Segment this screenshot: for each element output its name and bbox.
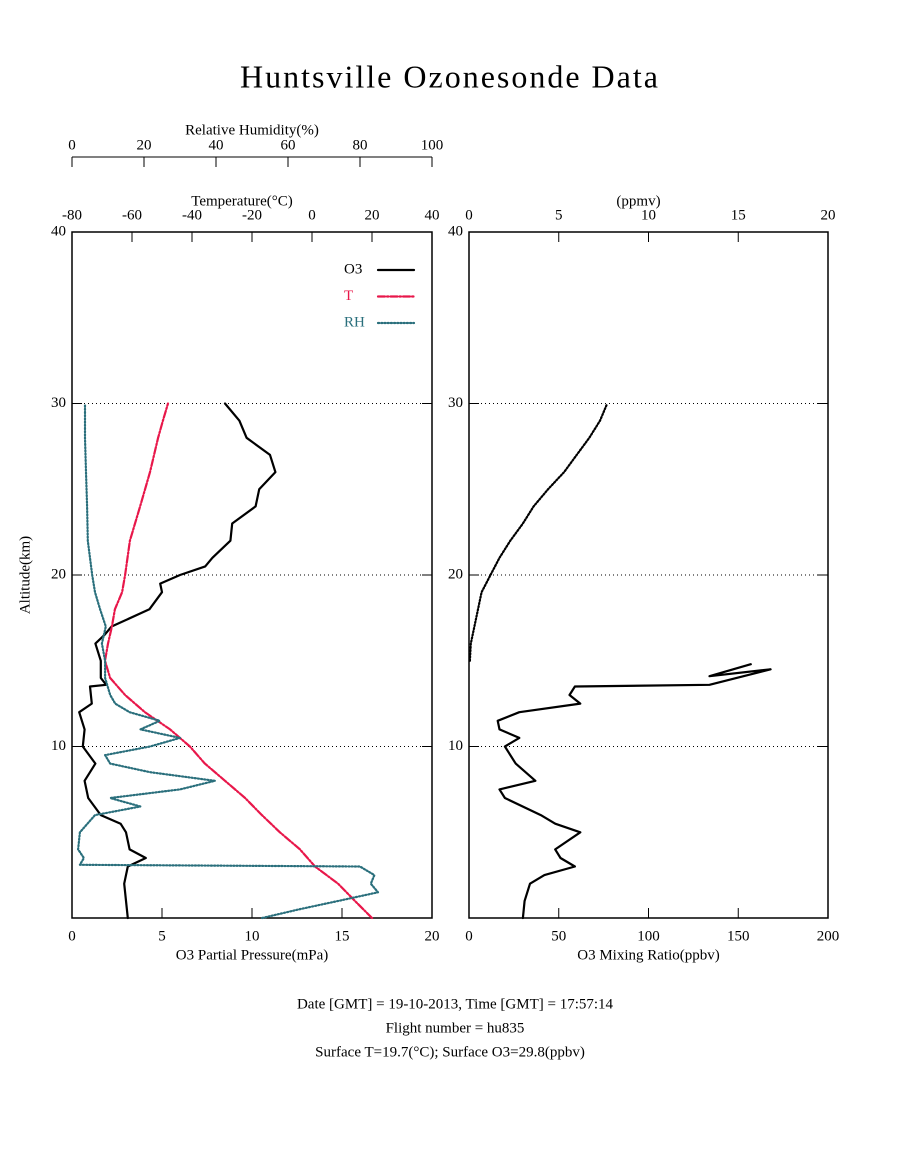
x2-tick-label: 20 [365,207,380,223]
y-tick-label: 40 [51,223,66,239]
x2-tick-label: -20 [242,207,262,223]
y-tick-label: 10 [51,738,66,754]
y-tick-label: 40 [448,223,463,239]
x3-tick-label: 20 [137,137,152,153]
series-line [77,402,380,920]
legend-label: RH [344,314,365,330]
x2-tick-label: 40 [425,207,440,223]
x3-tick-label: 40 [209,137,224,153]
legend-label: O3 [344,261,362,277]
x-tick-label: 15 [335,928,350,944]
x-axis-label: O3 Mixing Ratio(ppbv) [577,947,720,963]
x2-tick-label: 0 [308,207,316,223]
x2-tick-label: 15 [731,207,746,223]
x-tick-label: 0 [68,928,76,944]
x2-axis-label: Temperature(°C) [191,193,293,209]
x-tick-label: 10 [245,928,260,944]
x2-tick-label: 0 [465,207,473,223]
x-tick-label: 150 [727,928,750,944]
y-tick-label: 30 [448,395,463,411]
x2-axis-label: (ppmv) [616,193,660,209]
y-tick-label: 20 [51,566,66,582]
series-line [103,402,374,920]
series-line [78,402,277,920]
y-tick-label: 20 [448,566,463,582]
series-line [468,402,609,662]
plot-frame [71,231,433,919]
chart-title: Huntsville Ozonesonde Data [240,58,660,94]
x-tick-label: 5 [158,928,166,944]
plot-frame [468,231,829,919]
x2-tick-label: -80 [62,207,82,223]
footer-line: Surface T=19.7(°C); Surface O3=29.8(ppbv… [315,1044,585,1060]
x-tick-label: 200 [817,928,840,944]
y-axis-label: Altitude(km) [17,536,33,614]
y-tick-label: 30 [51,395,66,411]
x-tick-label: 0 [465,928,473,944]
x-tick-label: 100 [637,928,660,944]
x3-tick-label: 100 [421,137,444,153]
x3-tick-label: 60 [281,137,296,153]
x2-tick-label: -40 [182,207,202,223]
x3-tick-label: 0 [68,137,76,153]
x3-axis-label: Relative Humidity(%) [185,122,319,138]
y-tick-label: 10 [448,738,463,754]
x2-tick-label: 5 [555,207,563,223]
x-tick-label: 20 [425,928,440,944]
x2-tick-label: -60 [122,207,142,223]
x2-tick-label: 20 [821,207,836,223]
legend-label: T [344,288,353,304]
x-tick-label: 50 [551,928,566,944]
x2-tick-label: 10 [641,207,656,223]
footer-line: Flight number = hu835 [386,1020,525,1036]
footer-line: Date [GMT] = 19-10-2013, Time [GMT] = 17… [297,996,614,1012]
x-axis-label: O3 Partial Pressure(mPa) [176,947,328,963]
x3-tick-label: 80 [353,137,368,153]
series-line [496,663,772,920]
